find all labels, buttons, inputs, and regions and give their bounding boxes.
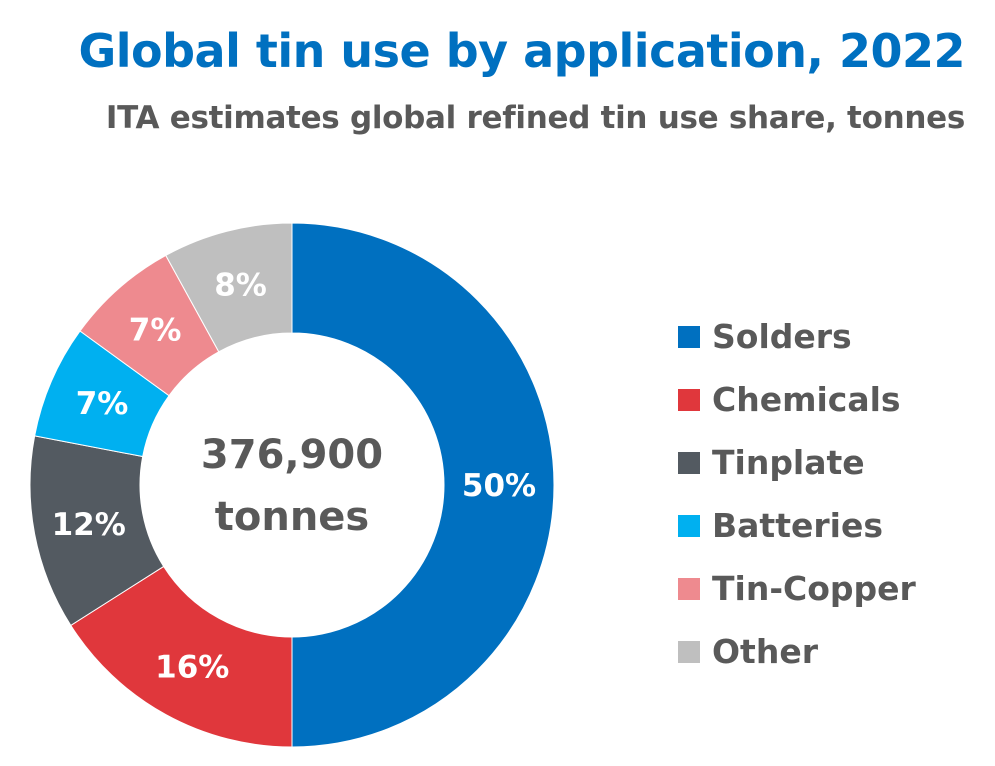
donut-slice-other xyxy=(165,222,293,353)
legend-item-chemicals: Chemicals xyxy=(678,368,916,431)
chart-subtitle: ITA estimates global refined tin use sha… xyxy=(105,100,965,136)
donut-slice-chemicals xyxy=(70,565,293,748)
slice-label-other: 8% xyxy=(214,268,267,304)
legend-swatch xyxy=(678,577,700,600)
donut-slices xyxy=(29,222,555,748)
slice-label-tinplate: 12% xyxy=(52,507,126,543)
slice-label-batteries: 7% xyxy=(76,386,129,422)
legend-label: Batteries xyxy=(712,506,883,545)
slice-label-chemicals: 16% xyxy=(155,649,229,685)
chart-legend: Solders Chemicals Tinplate Batteries Tin… xyxy=(678,305,916,683)
legend-item-solders: Solders xyxy=(678,305,916,368)
legend-label: Solders xyxy=(712,317,852,356)
legend-swatch xyxy=(678,514,700,537)
center-label-value: 376,900 xyxy=(201,432,383,478)
legend-label: Tinplate xyxy=(712,443,865,482)
chart-title: Global tin use by application, 2022 xyxy=(78,24,965,78)
legend-swatch xyxy=(678,325,700,348)
legend-item-other: Other xyxy=(678,620,916,683)
legend-label: Tin-Copper xyxy=(712,569,916,608)
donut-slice-solders xyxy=(291,222,555,748)
legend-swatch xyxy=(678,451,700,474)
donut-slice-labels: 50% 16% 12% 7% 7% 8% xyxy=(52,268,537,686)
legend-swatch xyxy=(678,388,700,411)
slice-label-tin-copper: 7% xyxy=(129,313,182,349)
slice-label-solders: 50% xyxy=(462,468,536,504)
legend-item-tinplate: Tinplate xyxy=(678,431,916,494)
legend-item-batteries: Batteries xyxy=(678,494,916,557)
center-label-unit: tonnes xyxy=(215,494,370,540)
legend-swatch xyxy=(678,640,700,663)
legend-label: Other xyxy=(712,632,818,671)
legend-item-tin-copper: Tin-Copper xyxy=(678,557,916,620)
legend-label: Chemicals xyxy=(712,380,901,419)
